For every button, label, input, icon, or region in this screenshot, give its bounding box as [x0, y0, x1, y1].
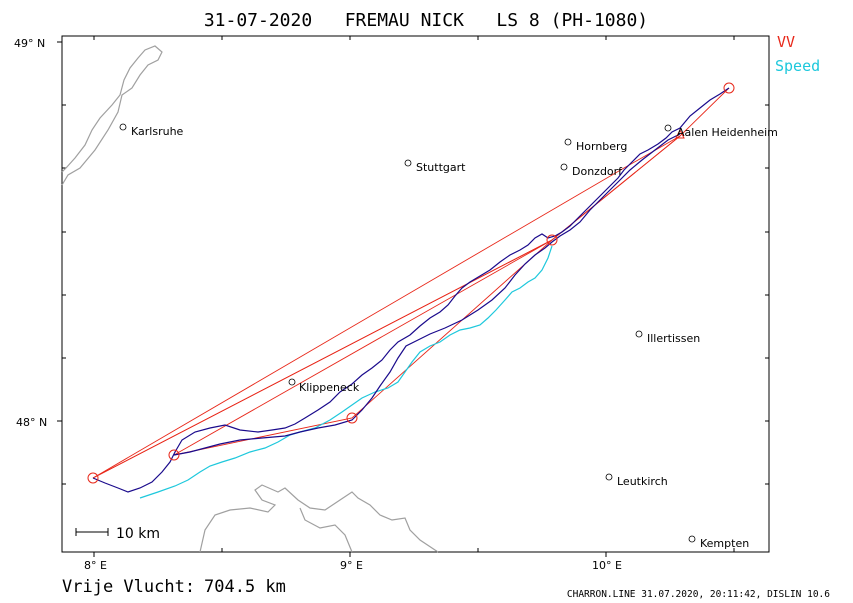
axis-ticks: [57, 36, 769, 557]
speed-track: [139, 245, 553, 499]
turnpoints: [87, 82, 735, 484]
turnpoint-triangle: [675, 128, 685, 139]
vv-legs: [92, 87, 730, 479]
turnpoint-4: [546, 234, 558, 246]
gps-track: [92, 87, 730, 493]
towns: Karlsruhe Stuttgart Hornberg Donzdorf Aa…: [119, 123, 778, 550]
lon-label-10: 10° E: [592, 559, 622, 572]
distance-value: 704.5 km: [204, 577, 286, 597]
scale-bar-label: 10 km: [116, 526, 160, 542]
town-hornberg: Hornberg: [576, 140, 627, 153]
scale-bar: 10 km: [75, 526, 160, 542]
town-donzdorf: Donzdorf: [572, 165, 623, 178]
turnpoint-2: [168, 449, 180, 461]
turnpoint-start: [87, 472, 99, 484]
lat-label-48: 48° N: [16, 416, 47, 429]
footer-credit: CHARRON.LINE 31.07.2020, 20:11:42, DISLI…: [567, 589, 830, 600]
lon-label-8: 8° E: [84, 559, 107, 572]
turnpoint-5: [723, 82, 735, 94]
town-leutkirch: Leutkirch: [617, 475, 668, 488]
turnpoint-3: [346, 412, 358, 424]
town-stuttgart: Stuttgart: [416, 161, 466, 174]
map-title: 31-07-2020 FREMAU NICK LS 8 (PH-1080): [204, 10, 648, 31]
town-aalen-heidenheim: Aalen Heidenheim: [677, 126, 778, 139]
town-karlsruhe: Karlsruhe: [131, 125, 184, 138]
town-kempten: Kempten: [700, 537, 749, 550]
borders: [61, 45, 439, 553]
lon-label-9: 9° E: [340, 559, 363, 572]
gps-track-return: [173, 133, 681, 456]
town-illertissen: Illertissen: [647, 332, 700, 345]
town-klippeneck: Klippeneck: [299, 381, 360, 394]
legend-vv: VV: [777, 33, 795, 51]
legend-speed: Speed: [775, 57, 820, 75]
distance-label: Vrije Vlucht:: [62, 577, 195, 597]
lat-label-49: 49° N: [14, 37, 45, 50]
map-frame: [61, 35, 770, 553]
